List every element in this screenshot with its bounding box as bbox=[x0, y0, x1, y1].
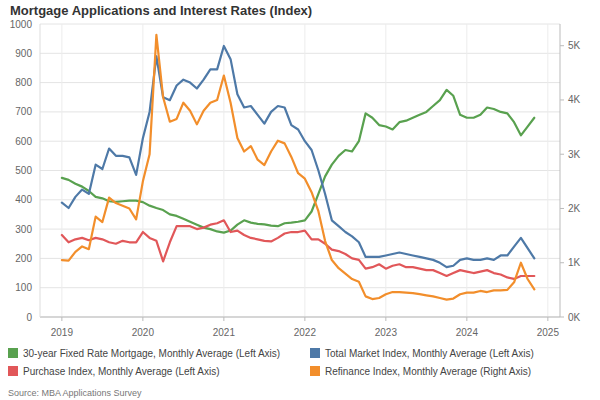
x-grid-line bbox=[304, 24, 305, 317]
x-grid-line bbox=[61, 24, 62, 317]
y-grid-line bbox=[40, 287, 560, 288]
legend-swatch bbox=[8, 348, 18, 358]
y2-tick bbox=[560, 262, 564, 263]
x-tick-label: 2023 bbox=[375, 327, 398, 338]
x-tick-label: 2021 bbox=[213, 327, 236, 338]
y-tick-label: 0 bbox=[26, 312, 32, 323]
x-tick bbox=[61, 317, 62, 321]
x-tick bbox=[223, 317, 224, 321]
y-grid-line bbox=[40, 53, 560, 54]
y-tick-label: 600 bbox=[15, 136, 32, 147]
y2-axis-line bbox=[560, 24, 561, 317]
x-grid-line bbox=[223, 24, 224, 317]
legend-swatch bbox=[8, 366, 18, 376]
y2-tick bbox=[560, 154, 564, 155]
y-grid-line bbox=[40, 24, 560, 25]
y-grid-line bbox=[40, 317, 560, 318]
source-note: Source: MBA Applications Survey bbox=[8, 388, 142, 398]
x-axis-line bbox=[40, 317, 560, 318]
y-grid-line bbox=[40, 82, 560, 83]
y-grid-line bbox=[40, 170, 560, 171]
x-grid-line bbox=[142, 24, 143, 317]
y2-tick-label: 1K bbox=[568, 257, 581, 268]
x-tick bbox=[304, 317, 305, 321]
y-grid-line bbox=[40, 199, 560, 200]
y-grid-line bbox=[40, 229, 560, 230]
legend-label: Purchase Index, Monthly Average (Left Ax… bbox=[23, 366, 220, 377]
x-tick-label: 2019 bbox=[51, 327, 74, 338]
y-tick-label: 300 bbox=[15, 224, 32, 235]
y2-tick-label: 5K bbox=[568, 40, 581, 51]
legend-swatch bbox=[310, 348, 320, 358]
y-tick-label: 500 bbox=[15, 165, 32, 176]
y-axis-line bbox=[40, 24, 41, 317]
y-tick-label: 400 bbox=[15, 194, 32, 205]
x-grid-line bbox=[466, 24, 467, 317]
x-tick bbox=[547, 317, 548, 321]
x-tick-label: 2020 bbox=[132, 327, 155, 338]
y2-tick bbox=[560, 317, 564, 318]
y2-tick-label: 0K bbox=[568, 312, 581, 323]
grid bbox=[40, 24, 560, 317]
x-tick-label: 2022 bbox=[294, 327, 317, 338]
y-tick-label: 700 bbox=[15, 106, 32, 117]
series-line bbox=[62, 35, 534, 300]
x-tick bbox=[142, 317, 143, 321]
x-tick bbox=[385, 317, 386, 321]
y-tick-label: 900 bbox=[15, 48, 32, 59]
x-tick-label: 2025 bbox=[537, 327, 560, 338]
series-line bbox=[62, 220, 534, 279]
legend-label: 30-year Fixed Rate Mortgage, Monthly Ave… bbox=[23, 348, 280, 359]
y-tick-label: 1000 bbox=[10, 19, 33, 30]
title: Mortgage Applications and Interest Rates… bbox=[10, 3, 312, 18]
y2-tick bbox=[560, 45, 564, 46]
y2-tick bbox=[560, 99, 564, 100]
axes: 0 100 200 300 400 500 600 700 800 900 1000 0K 1K 2K 3K… bbox=[10, 19, 581, 339]
series-line bbox=[62, 90, 534, 233]
plot-area bbox=[62, 35, 534, 300]
x-grid-line bbox=[547, 24, 548, 317]
chart: Mortgage Applications and Interest Rates… bbox=[0, 0, 600, 400]
y-tick-label: 100 bbox=[15, 282, 32, 293]
y-tick-label: 800 bbox=[15, 77, 32, 88]
y-tick-label: 200 bbox=[15, 253, 32, 264]
legend-label: Refinance Index, Monthly Average (Right … bbox=[325, 366, 531, 377]
y2-tick-label: 2K bbox=[568, 203, 581, 214]
y2-tick-label: 4K bbox=[568, 94, 581, 105]
x-tick-label: 2024 bbox=[456, 327, 479, 338]
legend-swatch bbox=[310, 366, 320, 376]
legend-label: Total Market Index, Monthly Average (Lef… bbox=[325, 348, 534, 359]
x-tick bbox=[466, 317, 467, 321]
series-line bbox=[62, 46, 534, 267]
y-grid-line bbox=[40, 141, 560, 142]
y2-tick bbox=[560, 208, 564, 209]
legend: 30-year Fixed Rate Mortgage, Monthly Ave… bbox=[8, 348, 534, 377]
y2-tick-label: 3K bbox=[568, 149, 581, 160]
x-grid-line bbox=[385, 24, 386, 317]
